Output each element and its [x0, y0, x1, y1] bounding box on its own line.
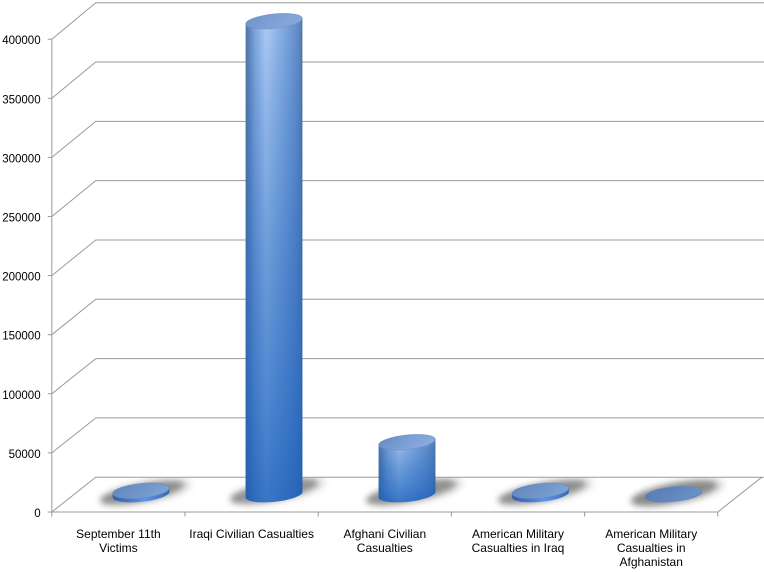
svg-text:Casualties in: Casualties in	[617, 541, 686, 555]
svg-text:Afghani Civilian: Afghani Civilian	[343, 527, 426, 541]
svg-text:Casualties in Iraq: Casualties in Iraq	[472, 541, 565, 555]
svg-text:Afghanistan: Afghanistan	[620, 555, 683, 569]
svg-text:American Military: American Military	[605, 527, 697, 541]
svg-text:Iraqi Civilian Casualties: Iraqi Civilian Casualties	[189, 527, 314, 541]
svg-text:250000: 250000	[2, 213, 40, 225]
svg-text:0: 0	[34, 508, 40, 520]
svg-text:100000: 100000	[2, 390, 40, 402]
svg-text:Casualties: Casualties	[357, 541, 413, 555]
svg-text:300000: 300000	[2, 153, 40, 165]
svg-text:Victims: Victims	[99, 541, 137, 555]
svg-text:50000: 50000	[9, 449, 41, 461]
svg-text:400000: 400000	[2, 35, 40, 47]
svg-text:200000: 200000	[2, 272, 40, 284]
svg-text:American Military: American Military	[472, 527, 564, 541]
svg-text:150000: 150000	[2, 331, 40, 343]
svg-text:September 11th: September 11th	[76, 527, 161, 541]
svg-text:350000: 350000	[2, 94, 40, 106]
